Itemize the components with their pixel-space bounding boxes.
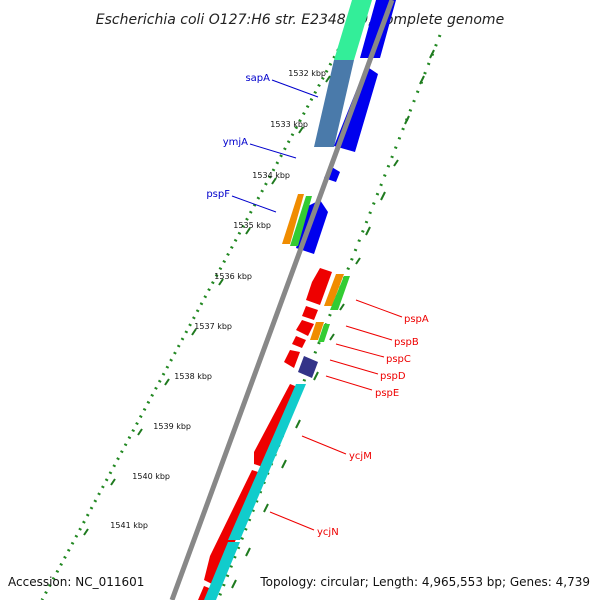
orange-cds-a <box>282 194 304 244</box>
gene-label-ycjM: ycjM <box>349 451 372 462</box>
tick-label: 1535 kbp <box>233 221 271 230</box>
leader-line-pspA <box>355 299 403 318</box>
gene-label-pspE: pspE <box>375 388 399 399</box>
tick-label: 1536 kbp <box>214 272 252 281</box>
red-cds-pspE <box>284 350 300 368</box>
tick-label: 1539 kbp <box>153 422 191 431</box>
cyan-cds-1 <box>228 384 306 540</box>
leader-line-ycjN <box>269 511 315 531</box>
red-cds-pspD <box>292 336 306 348</box>
gene-label-pspD: pspD <box>380 371 406 382</box>
gene-label-pspF: pspF <box>206 189 230 200</box>
accession-text: Accession: NC_011601 <box>8 575 144 589</box>
map-title: Escherichia coli O127:H6 str. E2348/69, … <box>96 12 504 28</box>
green-cds-c <box>318 324 330 342</box>
tick-label: 1538 kbp <box>174 372 212 381</box>
gene-label-pspC: pspC <box>386 354 411 365</box>
tick-label: 1537 kbp <box>194 322 232 331</box>
green-cds-b <box>330 276 350 310</box>
gc-outer-dashes <box>231 49 435 589</box>
gc-track-inner <box>40 0 367 600</box>
leader-line-pspB <box>345 325 393 341</box>
gene-label-ycjN: ycjN <box>317 527 339 538</box>
leader-line-pspE <box>325 375 373 391</box>
leader-line-sapA <box>271 79 319 98</box>
leader-line-ymjA <box>249 143 297 159</box>
reverse-gene-labels: pspA pspB pspC pspD pspE ycjM ycjN <box>269 299 429 538</box>
red-cds-pspB <box>302 306 318 320</box>
purple-cds <box>298 356 318 378</box>
scale-ticks <box>83 75 331 536</box>
leader-line-ycjM <box>301 435 347 455</box>
gene-label-sapA: sapA <box>245 73 270 84</box>
gene-label-ymjA: ymjA <box>223 137 248 148</box>
mint-cds-block <box>334 0 372 60</box>
tick-label: 1534 kbp <box>252 171 290 180</box>
leader-line-pspC <box>335 343 385 358</box>
gc-track-outer <box>216 34 442 600</box>
leader-line-pspD <box>329 359 379 375</box>
tick-label: 1532 kbp <box>288 69 326 78</box>
orange-cds-c <box>310 322 324 340</box>
genome-backbone <box>169 0 395 600</box>
red-cds-pspA <box>306 268 332 305</box>
cyan-cds-2 <box>204 542 240 600</box>
steel-cds-block <box>314 60 354 147</box>
gene-label-pspB: pspB <box>394 337 419 348</box>
tick-label: 1533 kbp <box>270 120 308 129</box>
tick-label: 1541 kbp <box>110 521 148 530</box>
forward-gene-labels: sapA ymjA pspF <box>206 73 319 213</box>
gene-label-pspA: pspA <box>404 314 429 325</box>
red-cds-pspC <box>296 320 314 336</box>
orange-cds-b <box>324 274 344 306</box>
topology-text: Topology: circular; Length: 4,965,553 bp… <box>259 575 590 589</box>
leader-line-pspF <box>231 195 277 213</box>
tick-label: 1540 kbp <box>132 472 170 481</box>
tick-labels: 1532 kbp 1533 kbp 1534 kbp 1535 kbp 1536… <box>110 69 326 530</box>
green-cds-a <box>290 196 312 246</box>
